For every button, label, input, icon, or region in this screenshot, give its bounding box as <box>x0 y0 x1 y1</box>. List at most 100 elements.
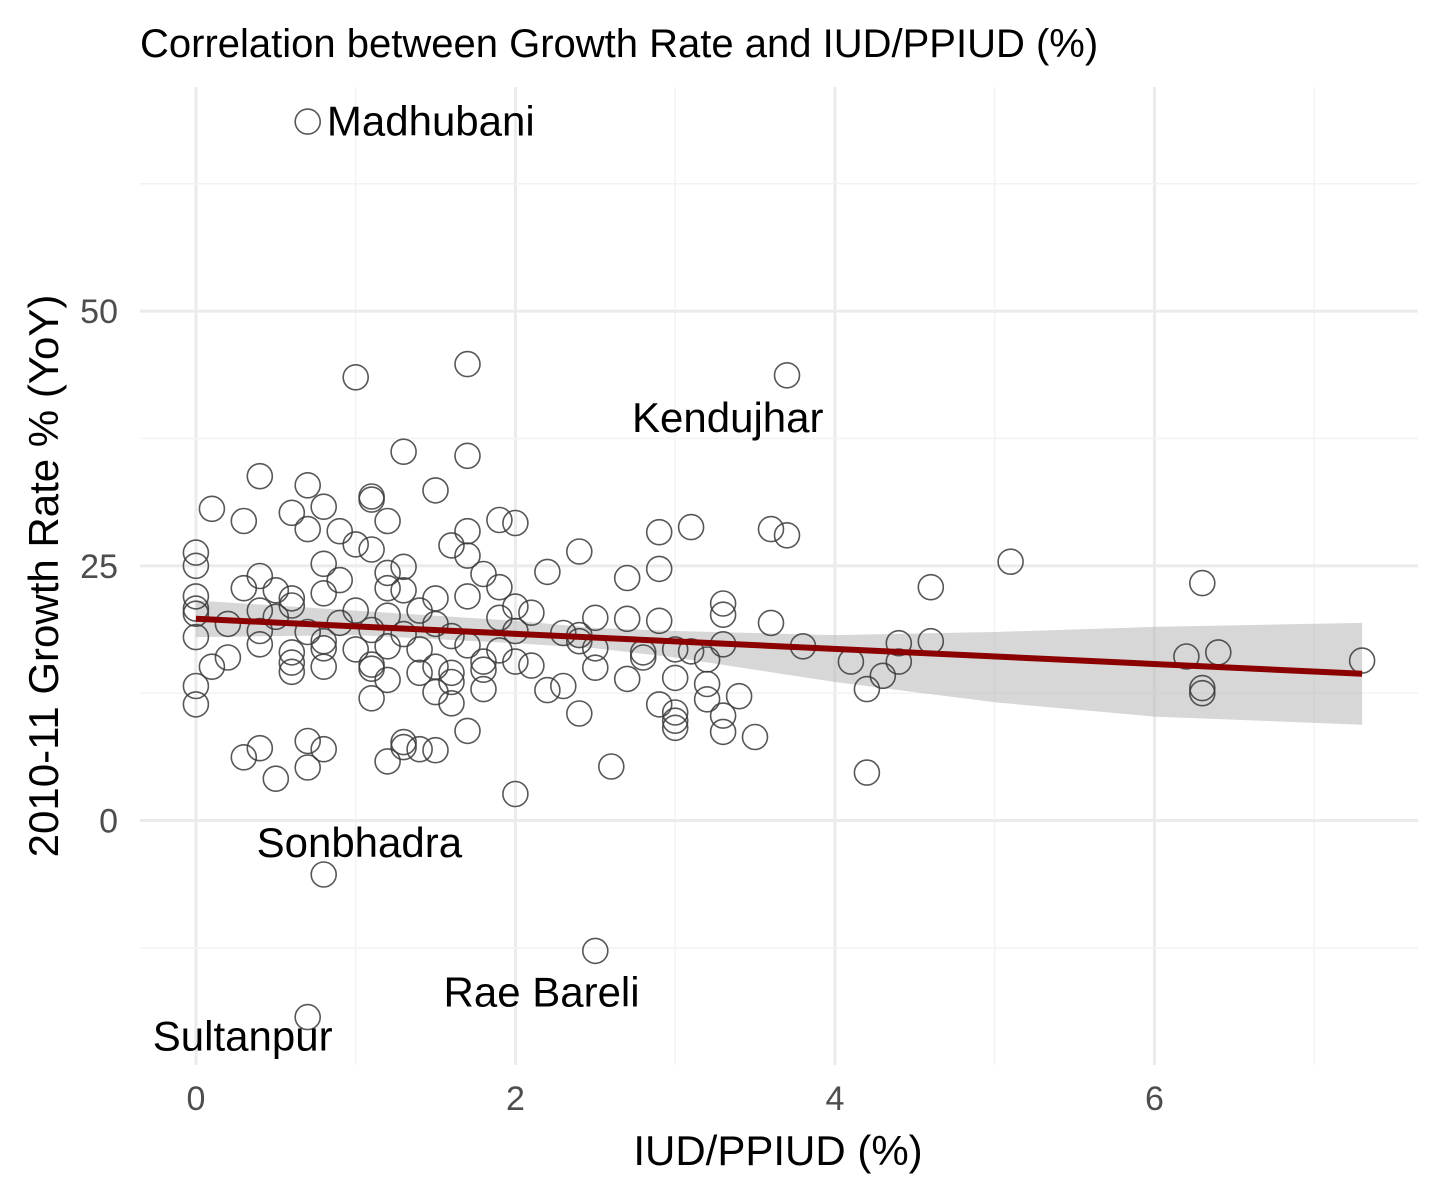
data-point <box>230 743 258 771</box>
data-point <box>358 486 385 513</box>
data-point <box>278 639 306 666</box>
data-point <box>709 601 737 629</box>
data-point <box>438 668 465 696</box>
point-label: Rae Bareli <box>444 969 640 1016</box>
data-point <box>645 555 673 583</box>
data-point <box>454 442 481 470</box>
y-tick-label: 0 <box>99 803 118 841</box>
x-tick-label: 4 <box>825 1080 844 1118</box>
data-point <box>182 623 210 651</box>
data-point <box>278 658 306 686</box>
data-point <box>422 585 449 612</box>
data-point <box>406 735 433 763</box>
data-point <box>629 644 657 671</box>
data-point <box>182 600 210 628</box>
data-point <box>470 648 497 675</box>
point-label: Sonbhadra <box>257 819 463 866</box>
data-point <box>310 861 338 888</box>
data-point <box>518 599 545 627</box>
data-point <box>869 662 897 690</box>
data-point <box>246 630 274 658</box>
point-label: Madhubani <box>327 98 535 145</box>
data-point <box>310 550 338 578</box>
data-point <box>613 665 641 693</box>
data-point <box>198 495 226 523</box>
data-point <box>709 590 737 617</box>
data-point <box>374 748 401 775</box>
data-point <box>677 638 705 665</box>
data-point <box>422 477 449 504</box>
data-point <box>294 471 322 499</box>
data-point <box>230 507 258 535</box>
point-label: Sultanpur <box>153 1013 333 1060</box>
data-point <box>661 636 689 663</box>
data-point <box>741 723 769 751</box>
data-point <box>725 682 753 710</box>
data-point <box>581 604 609 632</box>
data-point <box>182 672 210 700</box>
data-point <box>757 515 785 543</box>
data-point <box>438 659 465 687</box>
data-points <box>182 108 1376 1031</box>
data-point <box>693 685 721 713</box>
data-point <box>406 597 433 624</box>
data-point <box>310 579 338 607</box>
data-point <box>645 518 673 546</box>
data-point <box>294 515 322 543</box>
data-point <box>502 780 529 808</box>
data-point <box>613 564 641 592</box>
data-point <box>917 573 945 601</box>
data-point <box>326 517 354 545</box>
data-point <box>709 718 737 746</box>
data-point <box>214 610 242 638</box>
data-point <box>661 714 689 742</box>
data-point <box>853 675 881 703</box>
data-point <box>997 548 1024 576</box>
data-point <box>294 1003 322 1031</box>
data-point <box>438 689 465 717</box>
data-point <box>182 691 210 718</box>
y-axis-ticks: 0 25 50 <box>80 293 118 840</box>
data-point <box>709 702 737 729</box>
data-point <box>294 727 322 755</box>
data-point <box>581 654 609 682</box>
data-point <box>597 753 625 780</box>
data-point <box>1189 679 1216 707</box>
data-point <box>693 670 721 698</box>
data-point <box>454 350 481 378</box>
data-point <box>613 605 641 633</box>
data-point <box>262 576 290 604</box>
y-axis-title: 2010-11 Growth Rate % (YoY) <box>20 295 67 858</box>
y-tick-label: 25 <box>80 548 118 586</box>
data-point <box>182 552 210 580</box>
chart-title: Correlation between Growth Rate and IUD/… <box>140 22 1098 66</box>
point-annotations: Madhubani Kendujhar Sonbhadra Rae Bareli Sul… <box>153 98 824 1060</box>
point-label: Kendujhar <box>632 394 823 441</box>
data-point <box>374 574 401 602</box>
data-point <box>565 627 593 655</box>
data-point <box>182 583 210 610</box>
data-point <box>470 656 497 684</box>
data-point <box>438 622 465 650</box>
data-point <box>262 765 290 793</box>
data-point <box>645 691 673 718</box>
data-point <box>390 438 417 466</box>
data-point <box>581 937 609 965</box>
data-point <box>374 632 401 660</box>
data-point <box>182 539 210 566</box>
data-point <box>1189 674 1216 702</box>
x-tick-label: 6 <box>1145 1080 1164 1118</box>
data-point <box>390 733 417 761</box>
data-point <box>757 609 785 637</box>
gridlines <box>140 87 1418 1065</box>
data-point <box>661 707 689 735</box>
data-point <box>661 699 689 726</box>
data-point <box>565 538 593 565</box>
data-point <box>278 649 306 676</box>
data-point <box>342 636 370 663</box>
data-point <box>246 734 274 762</box>
data-point <box>390 728 417 756</box>
data-point <box>374 507 401 535</box>
data-point <box>374 666 401 694</box>
